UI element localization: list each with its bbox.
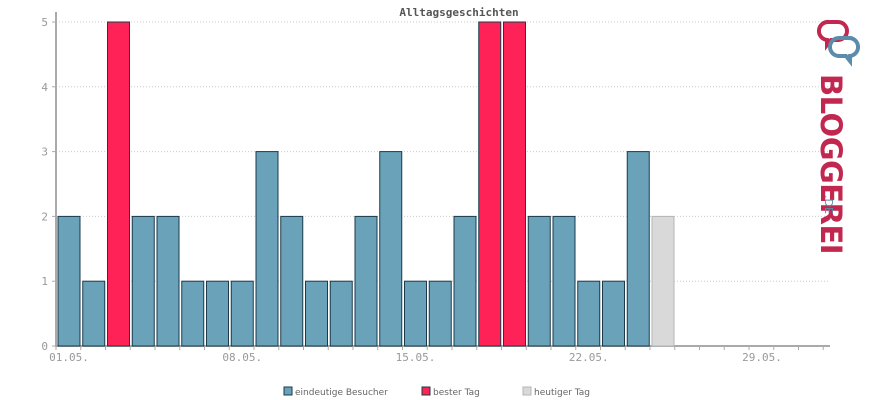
bar-day-7 xyxy=(206,280,229,347)
legend: eindeutige Besucher bester Tag heutiger Ta… xyxy=(283,386,590,398)
bar-day-19 xyxy=(503,21,526,347)
grid-lines xyxy=(56,21,830,282)
bar-day-2 xyxy=(82,280,106,347)
bars xyxy=(57,21,675,347)
y-tick-label: 2 xyxy=(41,210,48,223)
bar-day-3 xyxy=(107,21,130,347)
bar-day-15 xyxy=(404,280,427,347)
logo-text: BLOGGEREI xyxy=(814,74,848,254)
bar-day-9 xyxy=(255,151,279,347)
legend-label-regular: eindeutige Besucher xyxy=(295,388,388,398)
y-tick-label: 3 xyxy=(41,146,48,159)
y-tick-label: 1 xyxy=(41,275,48,288)
chart-title: Alltagsgeschichten xyxy=(399,6,518,19)
bar-day-10 xyxy=(280,215,304,347)
bar-day-5 xyxy=(156,215,180,347)
x-tick-label: 01.05. xyxy=(49,351,89,364)
bar-day-13 xyxy=(354,215,378,347)
bar-day-23 xyxy=(602,280,625,347)
bar-day-18 xyxy=(478,21,502,347)
bar-day-8 xyxy=(230,280,254,347)
y-tick-labels: 0 1 2 3 4 5 xyxy=(41,16,48,353)
x-tick-labels: 01.05. 08.05. 15.05. 22.05. 29.05. xyxy=(49,351,782,364)
bar-day-16 xyxy=(428,280,452,347)
bar-day-14 xyxy=(379,151,403,347)
bar-day-25 xyxy=(651,215,675,347)
bar-day-20 xyxy=(527,215,551,347)
legend-label-today: heutiger Tag xyxy=(534,388,590,398)
bar-day-4 xyxy=(131,215,155,347)
x-tick-label: 15.05. xyxy=(396,351,436,364)
x-tick-label: 29.05. xyxy=(742,351,782,364)
legend-swatch-best xyxy=(421,386,431,396)
bar-day-1 xyxy=(57,215,81,347)
y-tick-label: 0 xyxy=(41,340,48,353)
y-tick-label: 5 xyxy=(41,16,48,29)
bar-day-6 xyxy=(181,280,205,347)
bar-day-11 xyxy=(305,280,328,347)
y-tick-label: 4 xyxy=(41,81,48,94)
logo-bubbles-icon xyxy=(817,19,860,67)
bar-day-24 xyxy=(626,151,650,347)
x-tick-label: 08.05. xyxy=(222,351,262,364)
bar-day-21 xyxy=(552,215,576,347)
legend-label-best: bester Tag xyxy=(433,388,480,398)
bloggerei-logo: BLOGGEREI .DE xyxy=(814,19,860,254)
bar-day-12 xyxy=(329,280,353,347)
legend-swatch-today xyxy=(522,386,532,396)
legend-swatch-regular xyxy=(283,386,293,396)
bar-day-17 xyxy=(453,215,477,347)
x-tick-label: 22.05. xyxy=(569,351,609,364)
bar-day-22 xyxy=(577,280,601,347)
logo-domain-suffix: .DE xyxy=(822,195,835,214)
